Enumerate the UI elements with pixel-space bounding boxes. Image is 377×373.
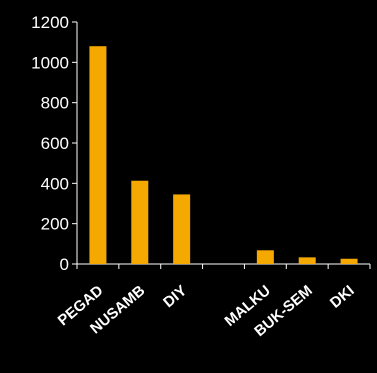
bar-pegad xyxy=(89,46,107,265)
y-tick-label: 1000 xyxy=(31,53,69,72)
chart-bars xyxy=(89,46,358,265)
y-tick-label: 600 xyxy=(41,134,69,153)
y-axis-ticks: 0 200 400 600 800 1000 1200 xyxy=(31,13,77,274)
bar-malku xyxy=(256,250,274,264)
bar-diy xyxy=(173,194,191,264)
x-tick-label: DIY xyxy=(160,282,190,311)
bar-dki xyxy=(340,258,358,264)
y-tick-label: 0 xyxy=(60,255,69,274)
y-tick-label: 800 xyxy=(41,94,69,113)
y-tick-label: 200 xyxy=(41,215,69,234)
y-tick-label: 1200 xyxy=(31,13,69,32)
x-tick-label: DKI xyxy=(327,282,358,312)
chart-axes xyxy=(76,22,370,265)
y-tick-label: 400 xyxy=(41,174,69,193)
bar-nusamb xyxy=(131,180,149,264)
bar-buk-sem xyxy=(298,257,316,264)
